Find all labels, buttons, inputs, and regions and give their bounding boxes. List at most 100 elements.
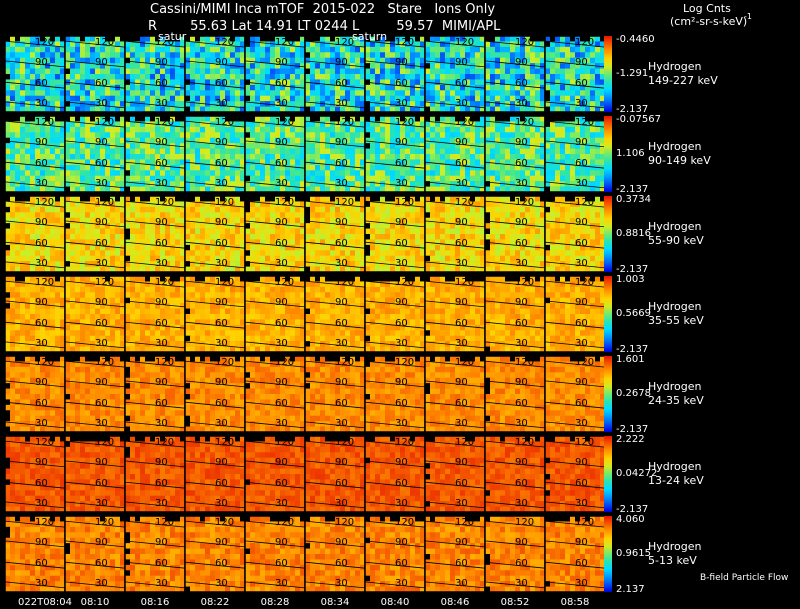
heatmap-cell [15, 255, 21, 262]
heatmap-cell [450, 106, 456, 113]
heatmap-cell [135, 126, 141, 133]
heatmap-cell [100, 101, 106, 107]
heatmap-cell [90, 36, 96, 42]
heatmap-cell [170, 154, 176, 160]
heatmap-cell [400, 261, 406, 267]
heatmap-cell [285, 234, 291, 240]
heatmap-cell [345, 46, 351, 53]
heatmap-cell [405, 228, 411, 235]
heatmap-cell [40, 106, 46, 113]
heatmap-cell [315, 250, 321, 257]
heatmap-cell [50, 181, 56, 187]
heatmap-cell [420, 126, 426, 133]
heatmap-cell [45, 101, 51, 107]
heatmap-cell [445, 106, 451, 113]
heatmap-cell [80, 244, 86, 251]
heatmap-cell [185, 52, 191, 59]
heatmap-cell [505, 95, 511, 102]
heatmap-cell [25, 84, 31, 91]
heatmap-cell [105, 52, 111, 59]
heatmap-cell [125, 261, 131, 267]
heatmap-cell [405, 255, 411, 262]
heatmap-cell [230, 126, 236, 133]
heatmap-cell [210, 90, 216, 97]
heatmap-cell [190, 212, 196, 219]
heatmap-cell [470, 132, 476, 139]
heatmap-cell [150, 239, 156, 246]
contour-label: 60 [455, 158, 468, 169]
heatmap-cell [445, 148, 451, 155]
heatmap-cell [405, 116, 411, 122]
heatmap-cell [400, 148, 406, 155]
heatmap-cell [130, 255, 136, 262]
heatmap-cell [400, 137, 406, 144]
heatmap-cell [460, 143, 466, 149]
heatmap-cell [420, 196, 426, 202]
heatmap-cell [135, 186, 141, 193]
heatmap-cell [310, 126, 316, 133]
heatmap-cell [275, 239, 281, 246]
heatmap-cell [165, 196, 171, 202]
heatmap-cell [75, 196, 81, 202]
heatmap-cell [215, 154, 221, 160]
heatmap-cell [545, 95, 551, 102]
heatmap-cell [180, 261, 186, 267]
heatmap-cell [170, 79, 176, 86]
heatmap-cell [115, 137, 121, 144]
heatmap-cell [25, 255, 31, 262]
contour-line [4, 200, 66, 208]
heatmap-cell [245, 84, 251, 91]
heatmap-cell [25, 154, 31, 160]
heatmap-cell [280, 84, 286, 91]
heatmap-cell [120, 46, 126, 53]
heatmap-cell [40, 52, 46, 59]
heatmap-cell [480, 143, 486, 149]
heatmap-cell [455, 137, 461, 144]
heatmap-cell [250, 261, 256, 267]
heatmap-cell [170, 255, 176, 262]
heatmap-cell [285, 36, 291, 42]
heatmap-cell [440, 201, 446, 208]
heatmap-cell [350, 116, 356, 122]
heatmap-cell [470, 36, 476, 42]
heatmap-cell [350, 90, 356, 97]
heatmap-cell [125, 154, 131, 160]
heatmap-cell [95, 261, 101, 267]
heatmap-cell [200, 228, 206, 235]
heatmap-cell [515, 148, 521, 155]
heatmap-cell [450, 206, 456, 213]
heatmap-cell [350, 186, 356, 193]
heatmap-cell [440, 41, 446, 48]
heatmap-cell [275, 57, 281, 64]
heatmap-cell [330, 175, 336, 182]
heatmap-cell [340, 57, 346, 64]
heatmap-cell [560, 154, 566, 160]
heatmap-cell [445, 57, 451, 64]
heatmap-cell [100, 266, 106, 273]
heatmap-cell [35, 148, 41, 155]
heatmap-cell [65, 36, 71, 42]
contour-label: 30 [515, 178, 528, 189]
heatmap-cell [90, 101, 96, 107]
heatmap-cell [360, 46, 366, 53]
heatmap-cell [555, 63, 561, 69]
heatmap-cell [415, 79, 421, 86]
heatmap-cell [75, 79, 81, 86]
heatmap-cell [65, 206, 71, 213]
heatmap-cell [115, 74, 121, 80]
heatmap-cell [190, 41, 196, 48]
heatmap-cell [175, 217, 181, 224]
heatmap-cell [165, 164, 171, 171]
heatmap-cell [415, 101, 421, 107]
heatmap-cell [575, 90, 581, 97]
heatmap-cell [110, 181, 116, 187]
heatmap-cell [485, 46, 491, 53]
heatmap-cell [210, 154, 216, 160]
heatmap-cell [75, 74, 81, 80]
heatmap-cell [320, 206, 326, 213]
heatmap-cell [245, 244, 251, 251]
heatmap-cell [90, 170, 96, 177]
heatmap-cell [560, 79, 566, 86]
heatmap-cell [260, 95, 266, 102]
heatmap-cell [5, 84, 11, 91]
